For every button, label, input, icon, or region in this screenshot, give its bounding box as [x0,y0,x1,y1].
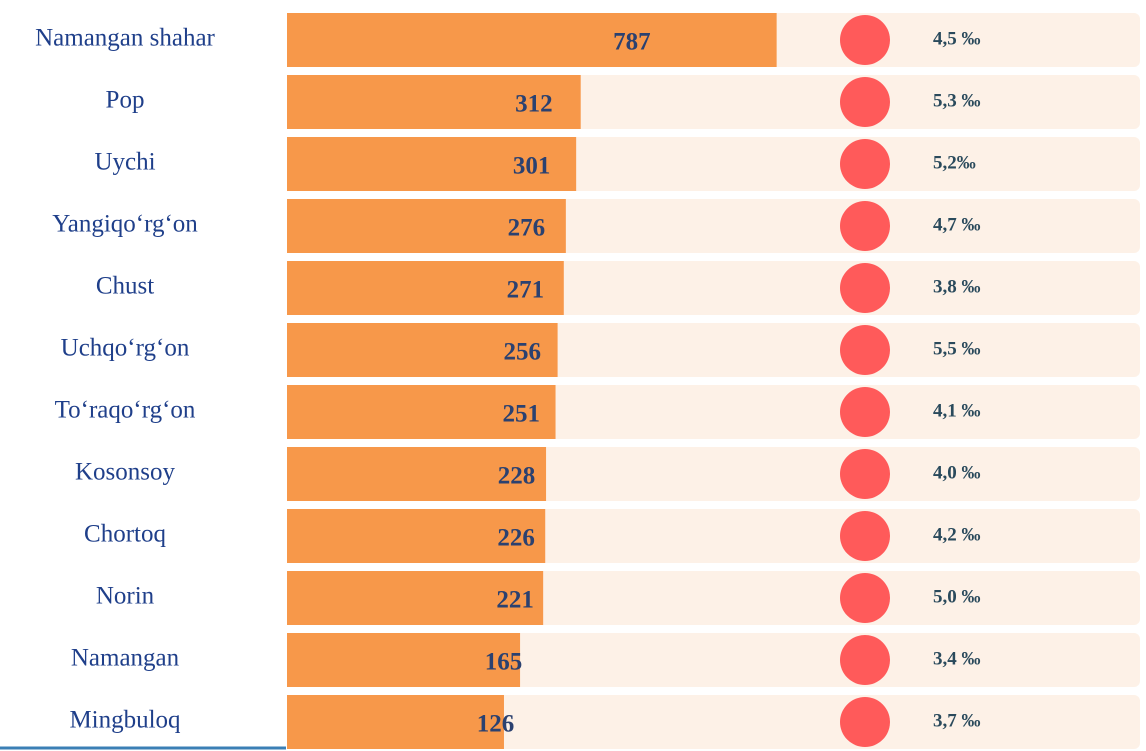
category-label: Norin [96,583,155,610]
rate-label: 3,8 ‰ [933,276,981,297]
bar-value-label: 221 [496,587,534,614]
bar-value-label: 256 [504,339,542,366]
bar [287,323,558,377]
bar-value-label: 226 [497,525,535,552]
rate-dot [840,263,890,313]
bar-value-label: 271 [507,277,545,304]
bar [287,447,547,501]
bar-value-label: 126 [477,711,515,738]
rate-dot [840,139,890,189]
rate-dot [840,449,890,499]
category-label: Yangiqo‘rg‘on [52,211,198,238]
rate-dot [840,697,890,747]
category-label: Pop [106,87,145,114]
rate-label: 4,7 ‰ [933,214,981,235]
rate-label: 5,5 ‰ [933,338,981,359]
bar-value-label: 228 [498,463,536,490]
category-label: Chortoq [84,521,166,548]
rate-dot [840,635,890,685]
rate-dot [840,325,890,375]
bar-value-label: 276 [508,215,546,242]
bar-value-label: 787 [613,29,651,56]
category-label: Mingbuloq [69,707,181,734]
bar [287,137,577,191]
rate-label: 4,0 ‰ [933,462,981,483]
rate-label: 3,7 ‰ [933,710,981,731]
bar [287,199,566,253]
bar [287,385,556,439]
rate-label: 4,2 ‰ [933,524,981,545]
bar [287,261,564,315]
rate-dot [840,201,890,251]
bar [287,695,504,749]
category-label: Chust [96,273,154,300]
category-label: Namangan shahar [35,25,215,52]
bar-value-label: 251 [503,401,541,428]
category-label: Kosonsoy [75,459,176,486]
rate-label: 5,2‰ [933,152,976,173]
rate-dot [840,15,890,65]
category-label: Uychi [94,149,155,176]
bar-value-label: 165 [485,649,523,676]
category-label: To‘raqo‘rg‘on [55,397,196,424]
category-label: Uchqo‘rg‘on [61,335,190,362]
bar [287,571,544,625]
rate-dot [840,387,890,437]
rate-label: 5,3 ‰ [933,90,981,111]
bar [287,13,777,67]
rate-label: 3,4 ‰ [933,648,981,669]
rate-label: 4,5 ‰ [933,28,981,49]
bar [287,633,521,687]
rate-label: 5,0 ‰ [933,586,981,607]
rate-dot [840,573,890,623]
bar-value-label: 312 [515,91,553,118]
bar [287,75,581,129]
bar-value-label: 301 [513,153,551,180]
rate-dot [840,511,890,561]
rate-dot [840,77,890,127]
rate-label: 4,1 ‰ [933,400,981,421]
bar [287,509,546,563]
category-label: Namangan [71,645,180,672]
